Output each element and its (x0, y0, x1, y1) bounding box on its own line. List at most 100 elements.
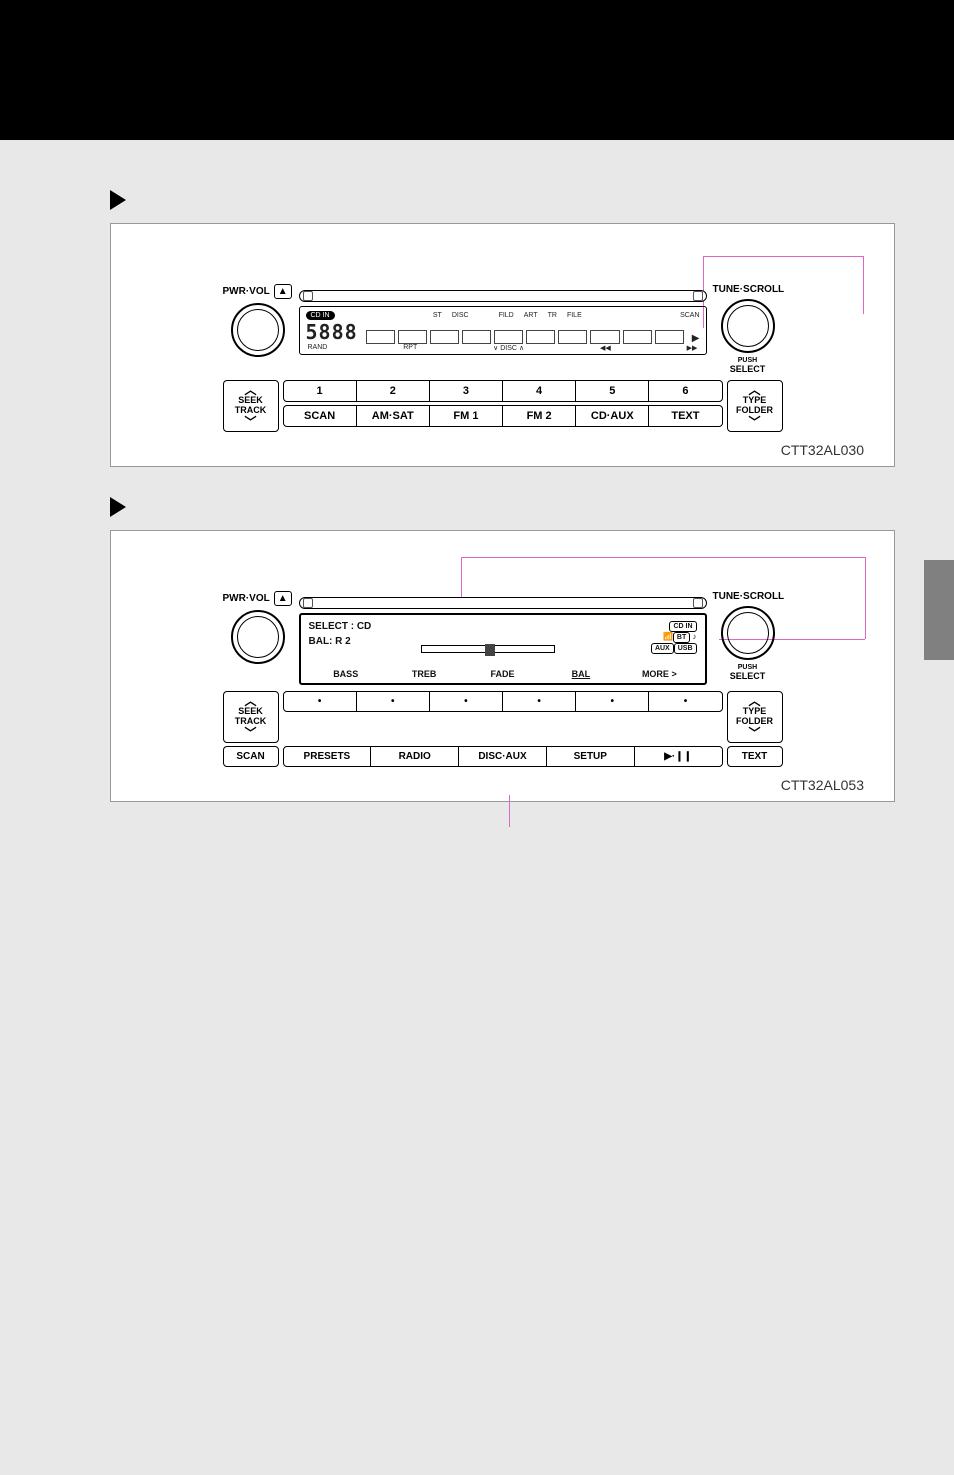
balance-slider (421, 645, 555, 653)
rpt-indicator: RPT (401, 344, 419, 352)
file-indicator: FILE (567, 312, 582, 319)
select-source-line: SELECT : CD (309, 621, 697, 632)
soft-button[interactable]: • (357, 692, 430, 711)
soft-button[interactable]: • (430, 692, 503, 711)
eject-icon[interactable]: ▲ (274, 284, 292, 299)
source-row: SCAN AM·SAT FM 1 FM 2 CD·AUX TEXT (283, 405, 723, 427)
soft-bass: BASS (307, 669, 385, 679)
text-button[interactable]: TEXT (727, 746, 783, 767)
scan-indicator: SCAN (680, 312, 699, 319)
soft-button[interactable]: • (503, 692, 576, 711)
aux-icon: AUX (651, 643, 674, 654)
callout-line (509, 795, 510, 827)
left-knob-area: PWR·VOL ▲ (223, 591, 293, 668)
preset-5[interactable]: 5 (576, 381, 649, 401)
chevron-down-icon: ﹀ (244, 727, 256, 739)
page-content: PWR·VOL ▲ CD IN ST DISC (0, 140, 954, 842)
push-label: PUSH (713, 664, 783, 671)
seek-track-button[interactable]: ︿ SEEK TRACK ﹀ (223, 691, 279, 743)
eject-icon[interactable]: ▲ (274, 591, 292, 606)
presets-button[interactable]: PRESETS (284, 747, 372, 766)
section-marker-icon (110, 497, 126, 517)
soft-button[interactable]: • (576, 692, 649, 711)
status-icons: CD IN 📶BT ♪ AUXUSB (651, 621, 697, 654)
fild-indicator: FILD (499, 312, 514, 319)
ffwd-icon: ▶▶ (685, 344, 700, 352)
preset-3[interactable]: 3 (430, 381, 503, 401)
art-indicator: ART (524, 312, 538, 319)
section-marker-icon (110, 190, 126, 210)
tr-indicator: TR (548, 312, 557, 319)
select-label: SELECT (730, 364, 766, 374)
head-unit-type-a: PWR·VOL ▲ CD IN ST DISC (223, 284, 783, 432)
callout-line (703, 256, 863, 257)
disc-slot[interactable] (299, 290, 707, 302)
st-indicator: ST (433, 312, 442, 319)
soft-fade: FADE (463, 669, 541, 679)
volume-knob[interactable] (231, 610, 285, 664)
figure-b: PWR·VOL ▲ SELECT : CD BAL: R 2 CD IN 📶BT… (110, 530, 895, 802)
text-button[interactable]: TEXT (649, 406, 721, 426)
softkey-row: BASS TREB FADE BAL MORE > (307, 669, 699, 679)
radio-button[interactable]: RADIO (371, 747, 459, 766)
disc-aux-button[interactable]: DISC·AUX (459, 747, 547, 766)
soft-bal: BAL (542, 669, 620, 679)
dot-row: • • • • • • (283, 691, 723, 712)
fm1-button[interactable]: FM 1 (430, 406, 503, 426)
push-label: PUSH (713, 357, 783, 364)
play-pause-button[interactable]: ▶·❙❙ (635, 747, 722, 766)
tune-scroll-label: TUNE·SCROLL (713, 591, 783, 602)
chevron-up-icon: ︿ (748, 695, 760, 707)
chevron-down-icon: ﹀ (244, 416, 256, 428)
cdin-icon: CD IN (669, 621, 696, 632)
chevron-up-icon: ︿ (244, 695, 256, 707)
type-folder-button[interactable]: ︿ TYPE FOLDER ﹀ (727, 691, 783, 743)
figure-code: CTT32AL030 (141, 442, 864, 458)
header-bar (0, 0, 954, 140)
side-tab (924, 560, 954, 660)
setup-button[interactable]: SETUP (547, 747, 635, 766)
pwrvol-label: PWR·VOL (223, 286, 270, 297)
preset-4[interactable]: 4 (503, 381, 576, 401)
usb-icon: USB (674, 643, 697, 654)
callout-line (461, 557, 865, 558)
tune-knob[interactable] (721, 299, 775, 353)
right-knob-area: TUNE·SCROLL PUSH SELECT (713, 591, 783, 681)
type-folder-button[interactable]: ︿ TYPE FOLDER ﹀ (727, 380, 783, 432)
callout-line (863, 256, 864, 314)
rewind-icon: ◀◀ (598, 344, 613, 352)
soft-button[interactable]: • (284, 692, 357, 711)
volume-knob[interactable] (231, 303, 285, 357)
tune-knob[interactable] (721, 606, 775, 660)
preset-6[interactable]: 6 (649, 381, 721, 401)
disc-indicator: DISC (452, 312, 469, 319)
fm2-button[interactable]: FM 2 (503, 406, 576, 426)
disc-nav: DISC (498, 345, 519, 352)
slider-thumb (485, 644, 495, 656)
left-knob-area: PWR·VOL ▲ (223, 284, 293, 361)
select-label: SELECT (730, 671, 766, 681)
right-knob-area: TUNE·SCROLL PUSH SELECT (713, 284, 783, 374)
lcd-display: CD IN ST DISC FILD ART TR FILE SCAN (299, 306, 707, 355)
lcd-display: SELECT : CD BAL: R 2 CD IN 📶BT ♪ AUXUSB … (299, 613, 707, 685)
frequency-readout: 5888 (306, 320, 358, 344)
rand-indicator: RAND (306, 344, 330, 352)
soft-treb: TREB (385, 669, 463, 679)
figure-code: CTT32AL053 (141, 777, 864, 793)
preset-1[interactable]: 1 (284, 381, 357, 401)
soft-button[interactable]: • (649, 692, 721, 711)
scan-button[interactable]: SCAN (284, 406, 357, 426)
tune-scroll-label: TUNE·SCROLL (713, 284, 783, 295)
chevron-down-icon: ﹀ (748, 727, 760, 739)
cdin-indicator: CD IN (306, 311, 335, 320)
preset-2[interactable]: 2 (357, 381, 430, 401)
cd-aux-button[interactable]: CD·AUX (576, 406, 649, 426)
disc-slot[interactable] (299, 597, 707, 609)
am-sat-button[interactable]: AM·SAT (357, 406, 430, 426)
seek-track-button[interactable]: ︿ SEEK TRACK ﹀ (223, 380, 279, 432)
bottom-row: PRESETS RADIO DISC·AUX SETUP ▶·❙❙ (283, 746, 723, 767)
pwrvol-label: PWR·VOL (223, 593, 270, 604)
scan-button[interactable]: SCAN (223, 746, 279, 767)
head-unit-type-b: PWR·VOL ▲ SELECT : CD BAL: R 2 CD IN 📶BT… (223, 591, 783, 767)
chevron-down-icon: ﹀ (748, 416, 760, 428)
